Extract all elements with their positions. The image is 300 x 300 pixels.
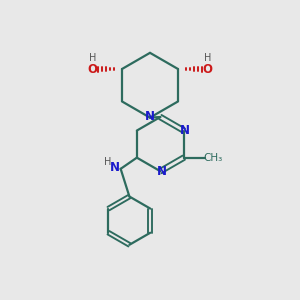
Text: CH₃: CH₃ — [204, 153, 223, 163]
Text: N: N — [110, 161, 120, 174]
Text: H: H — [104, 158, 111, 167]
Text: N: N — [157, 165, 167, 178]
Text: N: N — [145, 110, 155, 123]
Text: H: H — [204, 53, 211, 63]
Text: O: O — [88, 62, 98, 76]
Text: O: O — [202, 62, 212, 76]
Text: N: N — [180, 124, 190, 137]
Text: H: H — [89, 53, 96, 63]
